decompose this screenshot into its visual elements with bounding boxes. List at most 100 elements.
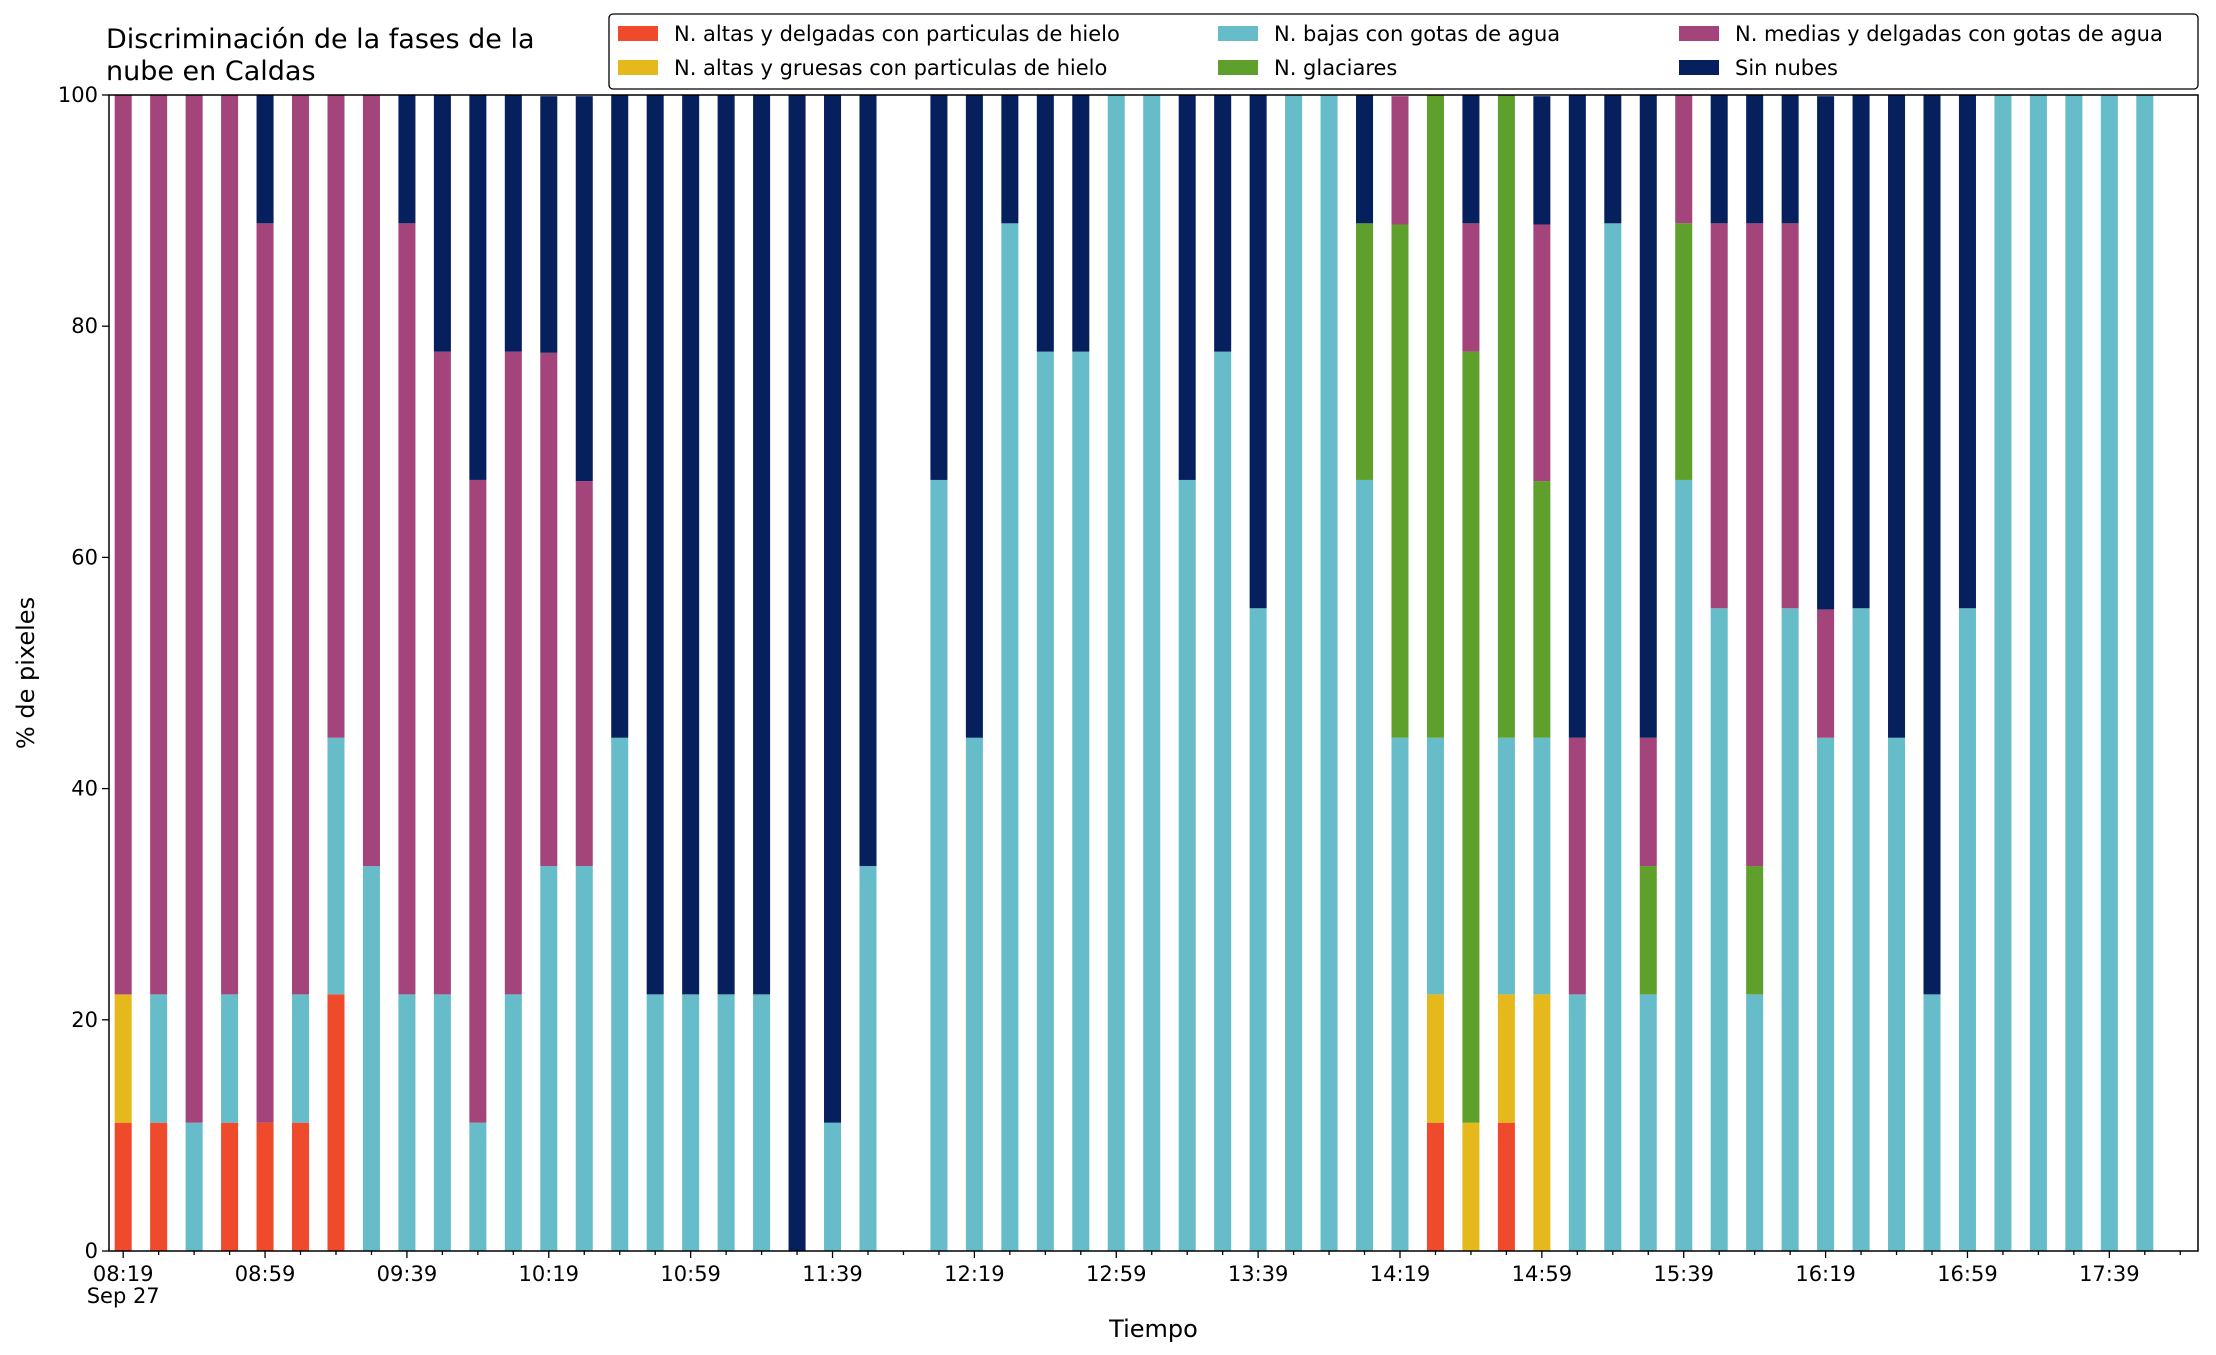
bar-segment (504, 994, 522, 1251)
bar-segment (1568, 95, 1586, 738)
bar-segment (1710, 608, 1728, 1251)
bar-segment (1781, 608, 1799, 1251)
bar-segment (1036, 351, 1054, 1252)
legend-label: N. bajas con gotas de agua (1274, 22, 1560, 46)
bar-segment (1178, 479, 1196, 1251)
bar-segment (1746, 95, 1764, 224)
bar-segment (114, 1122, 132, 1251)
bar-segment (433, 95, 451, 352)
bar-segment (1958, 95, 1976, 609)
bar-segment (185, 1122, 203, 1251)
bar-segment (1072, 351, 1090, 1252)
x-tick-label: 16:19 (1795, 1262, 1856, 1286)
y-tick-label: 100 (58, 83, 98, 107)
bar-segment (1568, 737, 1586, 995)
bar-segment (1568, 994, 1586, 1251)
bar-segment (1426, 95, 1444, 738)
bar-segment (1426, 994, 1444, 1123)
bar-segment (1533, 96, 1551, 225)
bar-segment (1746, 994, 1764, 1251)
bar-segment (930, 95, 948, 480)
legend-label: Sin nubes (1735, 56, 1838, 80)
bar-segment (1958, 608, 1976, 1251)
y-tick-label: 0 (85, 1239, 98, 1263)
legend-label: N. altas y delgadas con particulas de hi… (674, 22, 1120, 46)
bar-segment (398, 994, 416, 1251)
bar-segment (1497, 1122, 1515, 1251)
x-tick-label: 08:19 (93, 1262, 154, 1286)
bar-segment (930, 479, 948, 1251)
bar-segment (398, 95, 416, 224)
bar-segment (1249, 608, 1267, 1251)
bar-segment (1604, 95, 1622, 224)
legend-label: N. glaciares (1274, 56, 1397, 80)
bar-segment (1852, 608, 1870, 1251)
chart-title: Discriminación de la fases de la nube en … (106, 24, 535, 87)
bar-segment (256, 223, 274, 1123)
bar-segment (327, 737, 345, 995)
bar-segment (292, 95, 310, 995)
bar-segment (753, 994, 771, 1251)
bar-segment (1497, 95, 1515, 738)
bar-segment (646, 95, 664, 995)
bar-segment (327, 95, 345, 738)
bar-segment (965, 737, 983, 1251)
bar-segment (1426, 737, 1444, 995)
bar-segment (1036, 95, 1054, 352)
legend-swatch (618, 60, 658, 75)
legend-swatch (1679, 26, 1719, 41)
y-tick-label: 80 (71, 314, 98, 338)
bar-segment (504, 351, 522, 995)
bar-segment (292, 994, 310, 1123)
bar-segment (433, 994, 451, 1251)
bar-segment (1604, 223, 1622, 1251)
bar-segment (469, 479, 487, 1123)
bar-segment (1497, 737, 1515, 995)
bar-segment (1391, 96, 1409, 225)
x-tick-label: 17:39 (2079, 1262, 2140, 1286)
bar-segment (1356, 479, 1374, 1251)
legend: N. altas y delgadas con particulas de hi… (608, 13, 2199, 90)
x-tick-label: 11:39 (802, 1262, 863, 1286)
plot-frame (108, 94, 2199, 1252)
bar-segment (1391, 224, 1409, 738)
legend-label: N. medias y delgadas con gotas de agua (1735, 22, 2163, 46)
bar-segment (1746, 866, 1764, 995)
bar-segment (1533, 481, 1551, 738)
bar-segment (682, 994, 700, 1251)
bar-segment (1710, 223, 1728, 609)
bar-segment (611, 737, 629, 1251)
legend-label: N. altas y gruesas con particulas de hie… (674, 56, 1107, 80)
bar-segment (1675, 479, 1693, 1251)
bar-segment (1994, 95, 2012, 1251)
x-tick-label: 12:19 (944, 1262, 1005, 1286)
bar-segment (1462, 223, 1480, 352)
legend-swatch (1218, 60, 1258, 75)
bar-segment (1072, 95, 1090, 352)
bar-segment (575, 96, 593, 482)
bar-segment (1320, 95, 1338, 1251)
bar-segment (292, 1122, 310, 1251)
bar-segment (824, 95, 842, 1123)
bar-segment (150, 1122, 168, 1251)
bar-segment (1781, 223, 1799, 609)
bar-segment (1923, 95, 1941, 995)
bar-segment (1675, 95, 1693, 224)
bar-segment (1426, 1122, 1444, 1251)
bar-segment (221, 994, 239, 1123)
bar-segment (717, 994, 735, 1251)
bar-segment (150, 95, 168, 995)
bar-segment (682, 95, 700, 995)
bar-segment (1781, 95, 1799, 224)
bar-segment (1533, 737, 1551, 995)
bar-segment (1214, 95, 1232, 352)
bar-segment (1462, 351, 1480, 1123)
bar-segment (469, 1122, 487, 1251)
bar-segment (469, 95, 487, 480)
bar-segment (1675, 223, 1693, 480)
bar-segment (114, 95, 132, 995)
bar-segment (362, 866, 380, 1251)
bar-segment (327, 994, 345, 1251)
bar-segment (504, 95, 522, 352)
bar-segment (2065, 95, 2083, 1251)
